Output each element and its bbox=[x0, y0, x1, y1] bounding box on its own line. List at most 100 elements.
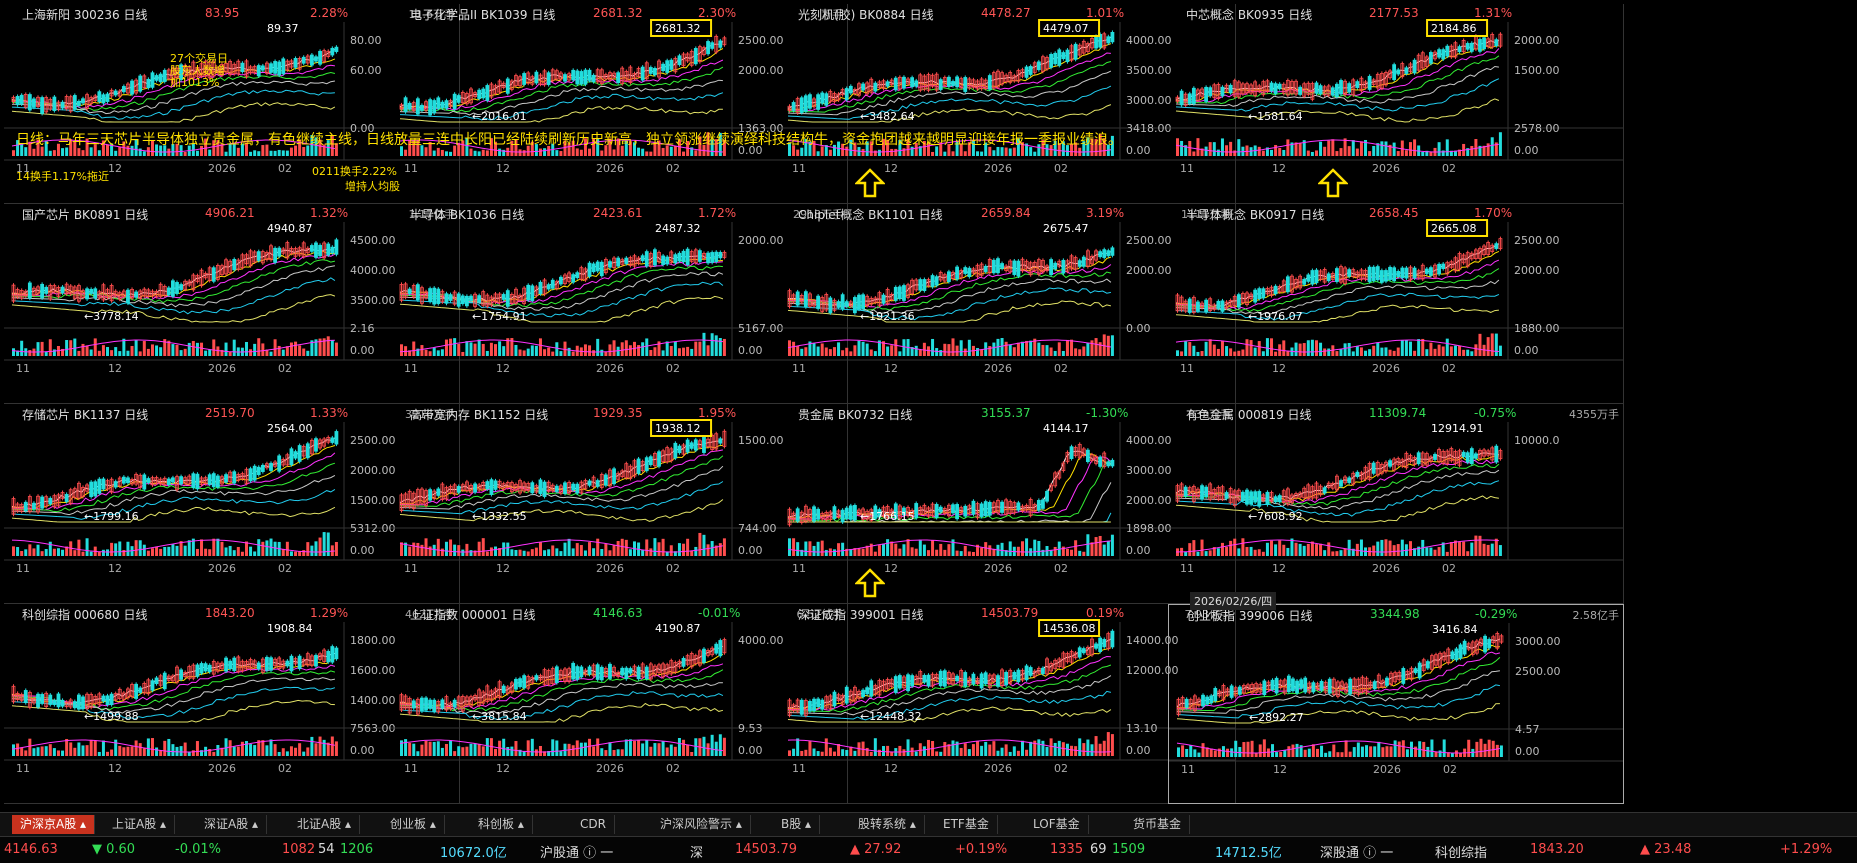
panel-title[interactable]: Chiplet概念 BK1101 日线 bbox=[798, 208, 943, 222]
tab-0[interactable]: 沪深京A股 ▴ bbox=[12, 815, 96, 834]
candle bbox=[1453, 451, 1458, 464]
y-axis-label: 80.00 bbox=[350, 34, 382, 47]
candle bbox=[1486, 242, 1491, 255]
panel-title[interactable]: 半导体 BK1036 日线 bbox=[410, 208, 525, 222]
tab-4[interactable]: 创业板 ▴ bbox=[382, 815, 445, 834]
hgt-connect[interactable]: 沪股通 ⓘ 一 bbox=[540, 846, 614, 861]
candle bbox=[885, 289, 890, 304]
chart-panel-BK1036[interactable]: 11 12 2026 02 2000.00 5167.00 0.00 2487.32 ←1754… bbox=[392, 204, 848, 404]
candle bbox=[175, 68, 179, 78]
panel-title[interactable]: 贵金属 BK0732 日线 bbox=[798, 408, 913, 422]
tab-9[interactable]: 股转系统 ▴ bbox=[850, 815, 925, 834]
volume-bar bbox=[16, 547, 20, 556]
candle bbox=[1469, 42, 1474, 52]
moving-average-line bbox=[11, 462, 336, 513]
volume-bar bbox=[122, 338, 126, 356]
volume-bar bbox=[914, 548, 918, 556]
volume-bar bbox=[404, 542, 408, 556]
candle bbox=[1053, 659, 1058, 669]
candle bbox=[85, 484, 89, 492]
chart-panel-399006[interactable]: 11 12 2026 02 3000.00 2500.00 4.57 0.00 3416.84 ←… bbox=[1168, 604, 1624, 804]
tab-10[interactable]: ETF基金 bbox=[935, 815, 998, 834]
chart-panel-BK0935[interactable]: 11 12 2026 02 2000.00 1500.00 2578.00 0.00 2184.… bbox=[1168, 4, 1624, 204]
panel-title[interactable]: 半导体概念 BK0917 日线 bbox=[1186, 208, 1325, 222]
candle bbox=[1375, 461, 1380, 476]
candle bbox=[1281, 280, 1286, 292]
tab-11[interactable]: LOF基金 bbox=[1025, 815, 1089, 834]
volume-bar bbox=[228, 740, 232, 756]
sgt-connect[interactable]: 深股通 ⓘ 一 bbox=[1320, 846, 1394, 861]
volume-bar bbox=[820, 751, 824, 756]
chart-panel-BK0732[interactable]: 11 12 2026 02 4000.00 3000.00 2000.00 1898.00 0.… bbox=[780, 404, 1236, 604]
panel-title[interactable]: 上证指数 000001 日线 bbox=[410, 608, 536, 622]
panel-title[interactable]: 电子化学品II BK1039 日线 bbox=[410, 8, 556, 22]
chart-panel-BK0891[interactable]: 11 12 2026 02 4500.00 4000.00 3500.00 2.16 0.00 4… bbox=[4, 204, 460, 404]
candle bbox=[873, 297, 878, 303]
volume-bar bbox=[1441, 346, 1445, 356]
candle bbox=[179, 284, 183, 290]
panel-title[interactable]: 深证成指 399001 日线 bbox=[798, 608, 924, 622]
volume-bar bbox=[318, 139, 322, 156]
volume-bar bbox=[1200, 539, 1204, 556]
candle bbox=[318, 50, 322, 65]
candle bbox=[947, 76, 951, 87]
chart-panel-BK1101[interactable]: 11 12 2026 02 2500.00 2000.00 0.00 2675.47 ←1921… bbox=[780, 204, 1236, 404]
candle bbox=[587, 480, 592, 486]
candle bbox=[1351, 269, 1356, 277]
candle bbox=[158, 283, 163, 297]
volume-bar bbox=[1396, 151, 1400, 156]
candle bbox=[640, 461, 645, 471]
tab-3[interactable]: 北证A股 ▴ bbox=[289, 815, 361, 834]
panel-title[interactable]: 有色金属 000819 日线 bbox=[1186, 408, 1312, 422]
panel-title[interactable]: 上海新阳 300236 日线 bbox=[22, 8, 148, 22]
volume-bar bbox=[796, 149, 800, 156]
chart-panel-BK1137[interactable]: 11 12 2026 02 2500.00 2000.00 1500.00 5312.00 0.… bbox=[4, 404, 460, 604]
panel-title[interactable]: 创业板指 399006 日线 bbox=[1187, 609, 1313, 623]
candle bbox=[653, 665, 657, 676]
chart-panel-000819[interactable]: 11 12 2026 02 10000.0 12914.91 ←7608.92 有色金属 00… bbox=[1168, 404, 1624, 604]
candle bbox=[1004, 74, 1009, 83]
volume-bar bbox=[514, 741, 518, 756]
tab-7[interactable]: 沪深风险警示 ▴ bbox=[652, 815, 751, 834]
candle bbox=[81, 487, 85, 498]
tab-2[interactable]: 深证A股 ▴ bbox=[196, 815, 268, 834]
candle bbox=[1302, 278, 1307, 285]
chart-panel-BK1039[interactable]: 11 12 2026 02 2500.00 2000.00 1363.00 0.00 2681.… bbox=[392, 4, 848, 204]
candle bbox=[489, 296, 494, 306]
panel-title[interactable]: 中芯概念 BK0935 日线 bbox=[1186, 8, 1313, 22]
chart-panel-BK0917[interactable]: 11 12 2026 02 2500.00 2000.00 1880.00 0.00 2665.… bbox=[1168, 204, 1624, 404]
panel-title[interactable]: 国产芯片 BK0891 日线 bbox=[22, 208, 149, 222]
candle bbox=[1461, 254, 1466, 264]
panel-title[interactable]: 科创综指 000680 日线 bbox=[22, 608, 148, 622]
chart-panel-BK0884[interactable]: 11 12 2026 02 4000.00 3500.00 3000.00 3418.00 0.… bbox=[780, 4, 1236, 204]
volume-bar bbox=[804, 541, 808, 556]
candle bbox=[93, 95, 98, 101]
panel-title[interactable]: 存储芯片 BK1137 日线 bbox=[22, 408, 149, 422]
candle bbox=[1291, 678, 1295, 692]
volume-bar bbox=[510, 338, 514, 356]
volume-bar bbox=[249, 546, 253, 556]
tab-5[interactable]: 科创板 ▴ bbox=[470, 815, 533, 834]
chart-panel-399001[interactable]: 11 12 2026 02 14000.00 12000.00 13.10 0.00 14536… bbox=[780, 604, 1236, 804]
panel-title[interactable]: 高带宽内存 BK1152 日线 bbox=[410, 408, 549, 422]
candle bbox=[11, 498, 16, 515]
chart-panel-300236[interactable]: 11 12 2026 02 80.00 60.00 0.00 89.37 上海新阳 300236… bbox=[4, 4, 460, 204]
chart-panel-BK1152[interactable]: 11 12 2026 02 1500.00 744.00 0.00 1938.12 ←1332.… bbox=[392, 404, 848, 604]
candle bbox=[228, 660, 233, 670]
volume-bar bbox=[641, 743, 645, 756]
chart-note-note3: 加1013% bbox=[170, 76, 220, 89]
volume-bar bbox=[175, 143, 179, 156]
chart-panel-000001[interactable]: 11 12 2026 02 4000.00 9.53 0.00 4190.87 ←3815.84… bbox=[392, 604, 848, 804]
tab-8[interactable]: B股 ▴ bbox=[773, 815, 821, 834]
tab-1[interactable]: 上证A股 ▴ bbox=[104, 815, 176, 834]
candle bbox=[975, 503, 980, 519]
candle bbox=[1274, 677, 1279, 694]
tab-12[interactable]: 货币基金 bbox=[1125, 815, 1191, 834]
volume-bar bbox=[1057, 342, 1061, 356]
tab-6[interactable]: CDR bbox=[572, 815, 615, 834]
moving-average-line bbox=[788, 647, 1112, 710]
chart-panel-000680[interactable]: 11 12 2026 02 1800.00 1600.00 1400.00 7563.00 0.… bbox=[4, 604, 460, 804]
volume-axis-label: 0.00 bbox=[1126, 744, 1151, 757]
volume-bar bbox=[1049, 549, 1053, 556]
panel-title[interactable]: 光刻机(胶) BK0884 日线 bbox=[798, 8, 934, 22]
